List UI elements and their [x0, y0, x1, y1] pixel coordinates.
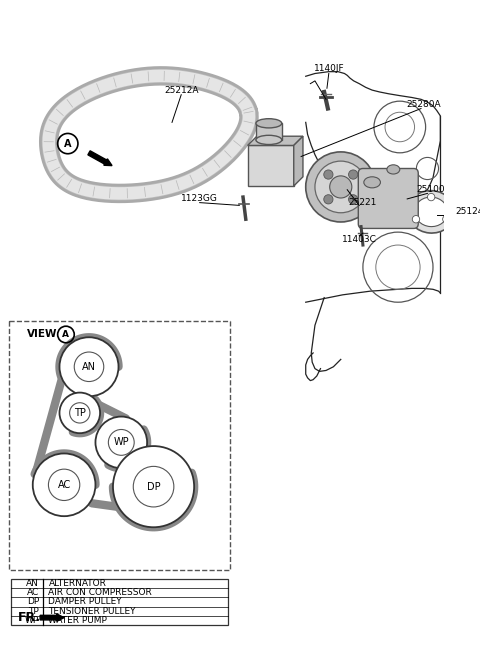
- Text: DP: DP: [27, 597, 39, 606]
- Ellipse shape: [364, 177, 381, 188]
- Text: TP: TP: [74, 408, 86, 418]
- Text: A: A: [64, 139, 72, 148]
- Text: 25100: 25100: [416, 185, 444, 194]
- Circle shape: [330, 176, 352, 198]
- Circle shape: [133, 466, 174, 507]
- Text: AN: AN: [82, 362, 96, 372]
- Text: AN: AN: [26, 579, 39, 588]
- Ellipse shape: [415, 197, 448, 227]
- Polygon shape: [248, 136, 303, 145]
- Text: WP: WP: [25, 616, 39, 625]
- Circle shape: [324, 170, 333, 179]
- Text: 25280A: 25280A: [407, 101, 441, 109]
- Text: AC: AC: [27, 588, 39, 597]
- Polygon shape: [294, 136, 303, 186]
- Circle shape: [70, 403, 90, 423]
- Text: 25124: 25124: [456, 208, 480, 216]
- Circle shape: [348, 170, 358, 179]
- Circle shape: [315, 161, 367, 213]
- Text: 1140JF: 1140JF: [313, 64, 344, 74]
- Text: 25212A: 25212A: [164, 85, 198, 95]
- Text: WATER PUMP: WATER PUMP: [48, 616, 108, 625]
- Text: TENSIONER PULLEY: TENSIONER PULLEY: [48, 606, 136, 616]
- FancyArrow shape: [88, 151, 112, 166]
- Circle shape: [428, 193, 435, 201]
- Text: VIEW: VIEW: [27, 330, 58, 340]
- Ellipse shape: [407, 191, 455, 233]
- Text: 11403C: 11403C: [342, 235, 377, 244]
- Circle shape: [412, 215, 420, 223]
- Circle shape: [74, 352, 104, 382]
- Circle shape: [443, 215, 450, 223]
- Text: DAMPER PULLEY: DAMPER PULLEY: [48, 597, 122, 606]
- Circle shape: [60, 337, 119, 396]
- Circle shape: [324, 194, 333, 204]
- Circle shape: [306, 152, 376, 222]
- FancyBboxPatch shape: [358, 168, 418, 229]
- Circle shape: [60, 393, 100, 433]
- Text: DP: DP: [147, 482, 160, 491]
- Text: TP: TP: [28, 606, 39, 616]
- Polygon shape: [256, 124, 282, 140]
- Circle shape: [48, 469, 80, 501]
- Circle shape: [33, 453, 96, 516]
- Circle shape: [96, 417, 147, 468]
- Text: AC: AC: [58, 480, 71, 490]
- Circle shape: [113, 446, 194, 528]
- Polygon shape: [248, 145, 294, 186]
- Ellipse shape: [256, 119, 282, 128]
- FancyArrow shape: [40, 614, 64, 622]
- Circle shape: [108, 430, 134, 455]
- Text: 25221: 25221: [348, 198, 377, 207]
- Ellipse shape: [387, 165, 400, 174]
- Text: FR.: FR.: [18, 611, 41, 624]
- Text: WP: WP: [113, 438, 129, 447]
- Text: 1123GG: 1123GG: [181, 194, 218, 204]
- Ellipse shape: [256, 135, 282, 145]
- Text: ALTERNATOR: ALTERNATOR: [48, 579, 106, 588]
- Circle shape: [348, 194, 358, 204]
- Text: A: A: [62, 330, 70, 339]
- Text: AIR CON COMPRESSOR: AIR CON COMPRESSOR: [48, 588, 152, 597]
